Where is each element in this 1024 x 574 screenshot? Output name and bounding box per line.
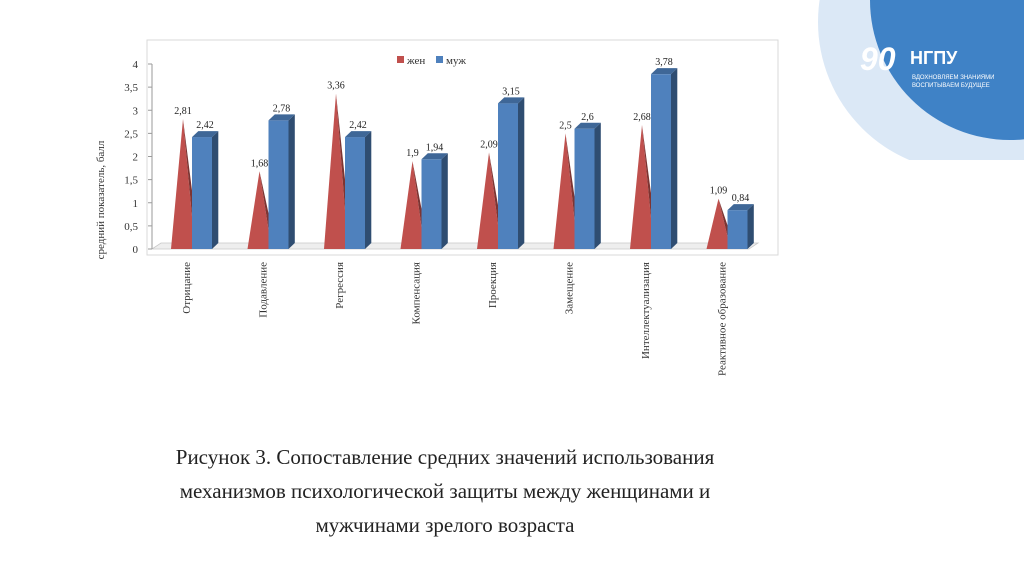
data-label-female: 2,5 [559, 120, 572, 131]
bar-male [345, 137, 365, 249]
data-label-male: 2,42 [196, 120, 214, 131]
category-label: Компенсация [411, 262, 423, 324]
bar-male [498, 103, 518, 249]
bar-male-top [268, 114, 295, 121]
bar-male-side [212, 131, 219, 249]
bar-male-top [574, 122, 601, 129]
bar-male-top [727, 204, 754, 211]
legend-swatch-0 [397, 56, 404, 63]
y-tick-label: 2 [133, 152, 139, 164]
category-label: Проекция [487, 262, 499, 308]
data-label-female: 3,36 [327, 81, 345, 92]
y-axis-title: средний показатель, балл [95, 140, 107, 259]
data-label-male: 1,94 [426, 142, 444, 153]
y-tick-label: 0,5 [124, 221, 138, 233]
category-label: Замещение [564, 262, 576, 314]
data-label-male: 0,84 [732, 193, 750, 204]
plot-frame [146, 39, 779, 256]
y-tick-label: 1 [133, 198, 139, 210]
bar-male-top [192, 131, 219, 138]
bar-male [192, 137, 212, 249]
y-tick-label: 3 [133, 105, 139, 117]
y-tick-label: 4 [133, 59, 139, 71]
bar-male-top [651, 68, 678, 75]
bar-female [324, 93, 348, 249]
category-label: Интеллектуализация [640, 262, 652, 359]
data-label-female: 1,09 [710, 186, 728, 197]
bar-male [574, 128, 595, 249]
data-label-female: 2,68 [633, 112, 651, 123]
y-tick-label: 3,5 [124, 82, 138, 94]
data-label-male: 3,15 [502, 86, 520, 97]
bar-female [171, 119, 195, 249]
bar-male-side [365, 131, 372, 249]
legend-label-1: муж [446, 55, 466, 67]
legend-swatch-1 [436, 56, 443, 63]
category-label: Реактивное образование [717, 262, 729, 376]
data-label-female: 2,09 [480, 139, 498, 150]
bar-female [553, 133, 578, 249]
category-label: Регрессия [334, 262, 346, 309]
data-label-female: 1,68 [251, 158, 269, 169]
bar-male [651, 74, 671, 249]
y-tick-label: 0 [133, 244, 139, 256]
category-label: Подавление [258, 262, 270, 318]
data-label-male: 2,78 [273, 103, 291, 114]
bar-male-side [671, 68, 678, 249]
bar-chart: 0 0,5 1 1,5 2 2,5 3 3,5 4 средний показатель, бал… [95, 39, 779, 376]
figure-caption: Рисунок 3. Сопоставление средних значени… [175, 445, 715, 537]
bar-male-side [518, 97, 525, 249]
y-tick-label: 2,5 [124, 128, 138, 140]
data-label-female: 2,81 [174, 106, 192, 117]
data-label-male: 2,6 [581, 112, 594, 123]
category-label: Отрицание [181, 262, 193, 314]
bar-male-top [345, 131, 372, 138]
bar-male-side [441, 153, 448, 249]
bar-male-side [747, 204, 754, 249]
bar-female [706, 198, 731, 249]
bar-male-side [288, 114, 295, 249]
data-label-female: 1,9 [406, 148, 419, 159]
bar-male [727, 210, 748, 249]
data-label-male: 3,78 [655, 57, 673, 68]
y-tick-label: 1,5 [124, 175, 138, 187]
bar-male-side [594, 122, 601, 249]
bar-male [421, 159, 442, 249]
bar-male [268, 120, 289, 249]
plot-floor [150, 242, 760, 250]
data-label-male: 2,42 [349, 120, 367, 131]
bar-male-top [421, 153, 448, 160]
bar-female [400, 161, 425, 249]
bar-male-top [498, 97, 525, 104]
bar-female [630, 125, 654, 249]
legend-label-0: жен [406, 55, 425, 67]
bar-female [477, 152, 501, 249]
bar-female [247, 171, 272, 249]
